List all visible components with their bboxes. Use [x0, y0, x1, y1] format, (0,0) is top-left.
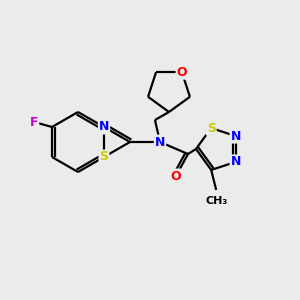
Text: O: O [177, 66, 187, 79]
Text: N: N [155, 136, 165, 148]
Text: CH₃: CH₃ [205, 196, 227, 206]
Text: S: S [207, 122, 216, 135]
Text: N: N [231, 155, 241, 168]
Text: O: O [171, 169, 181, 182]
Text: N: N [99, 121, 109, 134]
Text: F: F [30, 116, 38, 128]
Text: S: S [100, 151, 109, 164]
Text: N: N [231, 130, 241, 142]
